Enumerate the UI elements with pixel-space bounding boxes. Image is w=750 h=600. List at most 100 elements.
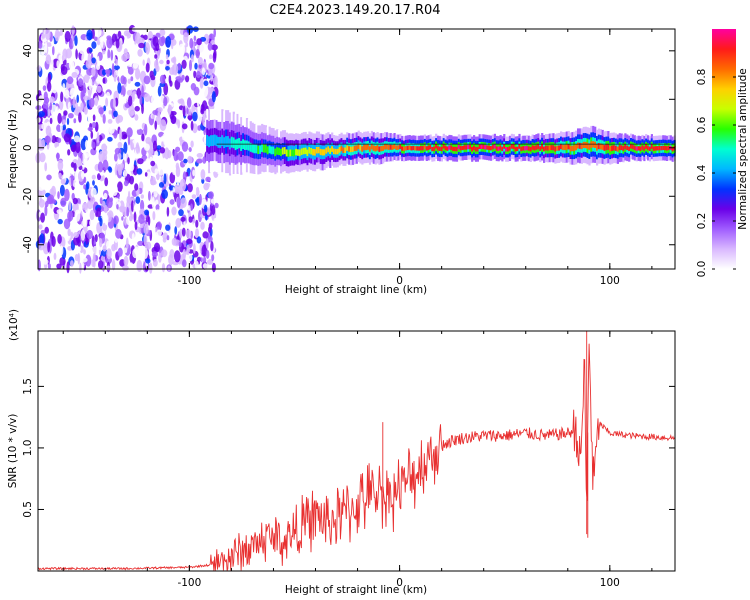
- spectrogram-noise-blob: [115, 38, 120, 49]
- spectrogram-ridge-segment: [280, 148, 283, 157]
- spectrogram-ridge-segment: [520, 146, 523, 152]
- spectrogram-noise-blob: [202, 263, 208, 269]
- spectrogram-noise-blob: [141, 103, 144, 115]
- spectrogram-noise-blob: [58, 172, 62, 179]
- spectrogram-xlabel: Height of straight line (km): [285, 284, 427, 296]
- spectrogram-ridge-segment: [664, 145, 667, 151]
- spectrogram-noise-blob: [59, 99, 64, 111]
- spectrogram-noise-blob: [200, 257, 203, 263]
- spectrogram-noise-blob: [182, 248, 187, 260]
- spectrogram-ridge-segment: [298, 149, 302, 157]
- spectrogram-ridge-segment: [647, 145, 650, 151]
- spectrogram-noise-blob: [56, 152, 60, 162]
- spectrogram-noise-blob: [195, 96, 199, 103]
- spectrogram-noise-blob: [105, 97, 109, 107]
- spectrogram-noise-blob: [212, 77, 218, 86]
- spectrogram-noise-blob: [205, 176, 211, 182]
- spectrogram-noise-blob: [104, 177, 109, 187]
- spectrogram-noise-blob: [52, 45, 55, 56]
- spectrogram-ridge-segment: [210, 135, 213, 147]
- spectrogram-noise-blob: [207, 259, 214, 265]
- spectrogram-ridge-segment: [300, 148, 303, 155]
- spectrogram-noise-blob: [186, 107, 189, 115]
- spectrogram-noise-blob: [97, 161, 104, 173]
- spectrogram-ridge-segment: [297, 149, 300, 156]
- spectrogram-noise-blob: [57, 137, 62, 143]
- colorbar-tick-label: 0.4: [696, 164, 708, 181]
- spectrogram-noise-blob: [168, 254, 174, 266]
- spectrogram-ridge-segment: [240, 140, 243, 151]
- spectrogram-noise-blob: [56, 42, 63, 53]
- spectrogram-ridge-segment: [567, 144, 570, 150]
- spectrogram-ridge-segment: [253, 144, 256, 154]
- spectrogram-ridge-segment: [645, 144, 648, 149]
- spectrogram-noise-blob: [129, 175, 135, 185]
- spectrogram-noise-blob: [151, 114, 155, 120]
- spectrogram-noise-blob: [174, 250, 181, 263]
- spectrogram-noise-blob: [73, 118, 77, 124]
- spectrogram-noise-blob: [85, 249, 91, 256]
- spectrogram-ridge-segment: [630, 144, 633, 149]
- spectrogram-noise-blob: [117, 82, 122, 94]
- spectrogram-noise-blob: [171, 206, 177, 216]
- spectrogram-noise-blob: [191, 218, 196, 224]
- spectrogram-ridge-segment: [484, 145, 487, 150]
- spectrogram-noise-blob: [163, 173, 167, 185]
- spectrogram-noise-blob: [127, 66, 134, 75]
- spectrogram-ridge-segment: [609, 146, 612, 152]
- spectrogram-noise-blob: [125, 237, 129, 250]
- colorbar-tick-label: 0.2: [696, 213, 708, 230]
- spectrogram-noise-blob: [136, 128, 143, 135]
- spectrogram-noise-blob: [136, 123, 141, 130]
- spectrogram-noise-blob: [92, 252, 96, 264]
- spectrogram-noise-blob: [47, 81, 52, 92]
- spectrogram-noise-blob: [130, 76, 134, 82]
- spectrogram-noise-blob: [156, 229, 162, 237]
- spectrogram-noise-blob: [202, 114, 205, 126]
- spectrogram-noise-blob: [177, 98, 184, 104]
- spectrogram-ridge-segment: [514, 147, 517, 152]
- spectrogram-noise-blob: [98, 151, 105, 163]
- spectrogram-ridge-segment: [314, 149, 317, 156]
- spectrogram-ridge-segment: [573, 145, 576, 152]
- spectrogram-noise-blob: [134, 221, 138, 231]
- spectrogram-noise-blob: [74, 35, 78, 47]
- spectrogram-noise-blob: [56, 209, 62, 214]
- spectrogram-noise-blob: [49, 208, 53, 216]
- spectrogram-noise-blob: [66, 117, 70, 126]
- spectrogram-noise-blob: [44, 215, 50, 221]
- spectrogram-noise-blob: [60, 197, 67, 207]
- spectrogram-noise-blob: [181, 141, 189, 152]
- spectrogram-noise-blob: [127, 78, 131, 84]
- spectrogram-ridge-segment: [658, 145, 661, 151]
- spectrogram-noise-blob: [113, 130, 118, 139]
- spectrogram-noise-blob: [98, 260, 104, 270]
- spectrogram-noise-blob: [96, 85, 102, 94]
- spectrogram-ridge-segment: [601, 144, 604, 150]
- spectrogram-noise-blob: [172, 56, 177, 65]
- spectrogram-noise-blob: [159, 119, 167, 131]
- spectrogram-ridge-segment: [597, 143, 600, 150]
- spectrogram-ridge-segment: [561, 144, 565, 151]
- spectrogram-noise-blob: [154, 54, 158, 59]
- spectrogram-noise-blob: [55, 106, 59, 118]
- spectrogram-noise-blob: [49, 96, 55, 104]
- spectrogram-noise-blob: [95, 25, 102, 38]
- spectrogram-noise-blob: [68, 113, 74, 119]
- spectrogram-noise-blob: [152, 211, 156, 221]
- spectrogram-noise-blob: [196, 153, 203, 158]
- spectrogram-noise-blob: [67, 228, 71, 237]
- spectrogram-noise-blob: [178, 209, 184, 217]
- spectrogram-noise-blob: [44, 41, 48, 54]
- spectrogram-noise-blob: [196, 158, 203, 164]
- spectrogram-ridge-segment: [533, 145, 536, 151]
- spectrogram-noise-blob: [106, 265, 111, 271]
- spectrogram-noise-blob: [129, 215, 133, 222]
- spectrogram-noise-blob: [88, 78, 93, 91]
- spectrogram-noise-blob: [88, 89, 91, 101]
- spectrogram-ridge-segment: [476, 147, 479, 152]
- spectrogram-ridge-segment: [368, 146, 372, 152]
- spectrogram-noise-blob: [54, 142, 58, 148]
- spectrogram-noise-blob: [151, 196, 155, 209]
- spectrogram-ridge-segment: [465, 145, 468, 150]
